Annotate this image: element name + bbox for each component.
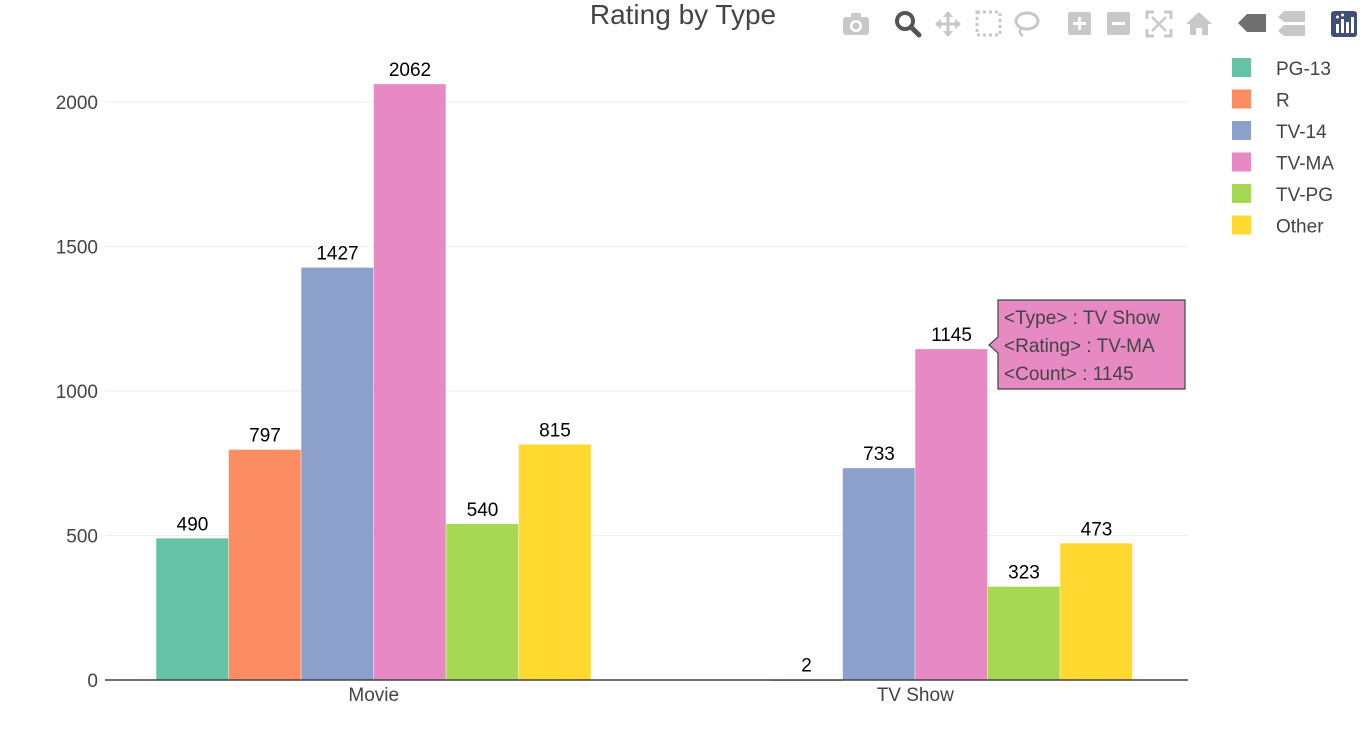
bar[interactable] (987, 586, 1060, 680)
gridlines (105, 101, 1188, 537)
bar-value-label: 797 (249, 426, 281, 447)
axes: 0 500 1000 1500 2000 Movie TV Show (56, 93, 1188, 706)
box-select-icon[interactable] (975, 10, 1002, 37)
legend-swatch[interactable] (1232, 89, 1251, 109)
bar-value-label: 2062 (389, 60, 431, 81)
x-tick-label: TV Show (877, 685, 954, 706)
zoom-in-icon[interactable] (1068, 12, 1091, 35)
legend-label[interactable]: TV-14 (1276, 122, 1327, 143)
bar[interactable] (301, 267, 374, 680)
legend-swatch[interactable] (1232, 215, 1251, 235)
bar-value-label: 473 (1081, 519, 1113, 540)
data-labels: 490 797 2 1427 733 2062 1145 540 323 815 473 (177, 60, 1113, 676)
legend-swatch[interactable] (1232, 184, 1251, 203)
hover-tooltip: <Type> : TV Show <Rating> : TV-MA <Count> … (988, 299, 1186, 390)
bar-value-label: 540 (467, 500, 499, 521)
bars (156, 84, 1133, 681)
reset-axes-icon[interactable] (1186, 12, 1212, 35)
y-tick-label: 1500 (56, 238, 98, 259)
y-tick-label: 0 (87, 671, 98, 692)
y-tick-label: 2000 (56, 93, 98, 114)
legend-swatch[interactable] (1232, 152, 1251, 172)
modebar (843, 10, 1357, 38)
bar-value-label: 490 (177, 514, 209, 535)
zoom-icon[interactable] (895, 11, 922, 38)
tooltip-line: <Count> : 1145 (1004, 364, 1134, 385)
bar-value-label: 1427 (316, 244, 358, 265)
y-tick-label: 500 (66, 527, 98, 548)
hover-closest-icon[interactable] (1238, 14, 1266, 32)
legend-swatch[interactable] (1232, 58, 1251, 77)
legend-label[interactable]: R (1276, 91, 1290, 112)
y-tick-label: 1000 (56, 382, 98, 403)
lasso-select-icon[interactable] (1014, 11, 1040, 38)
tooltip-box (988, 299, 1186, 390)
bar[interactable] (842, 468, 915, 680)
bar-value-label: 1145 (931, 325, 972, 346)
bar-value-label: 815 (539, 420, 571, 441)
bar-value-label: 323 (1008, 563, 1040, 584)
autoscale-icon[interactable] (1145, 10, 1173, 38)
bar[interactable] (446, 523, 519, 680)
legend: PG-13 R TV-14 TV-MA TV-PG Other (1232, 58, 1334, 238)
bar-value-label: 2 (801, 655, 812, 676)
legend-label[interactable]: TV-MA (1276, 154, 1334, 175)
zoom-out-icon[interactable] (1107, 12, 1130, 35)
bar[interactable] (1060, 543, 1133, 680)
pan-icon[interactable] (935, 11, 961, 37)
hover-compare-icon[interactable] (1278, 11, 1305, 36)
plotly-logo-icon[interactable] (1331, 11, 1357, 37)
chart-title: Rating by Type (590, 0, 776, 30)
bar-value-label: 733 (863, 444, 895, 465)
bar[interactable] (228, 449, 301, 680)
bar[interactable] (915, 349, 988, 680)
camera-icon[interactable] (843, 13, 869, 35)
legend-label[interactable]: TV-PG (1276, 185, 1333, 206)
bar[interactable] (373, 84, 446, 681)
legend-label[interactable]: PG-13 (1276, 59, 1331, 80)
legend-label[interactable]: Other (1276, 217, 1324, 238)
bar[interactable] (156, 538, 229, 680)
legend-swatch[interactable] (1232, 121, 1251, 140)
tooltip-line: <Rating> : TV-MA (1004, 336, 1155, 357)
x-tick-label: Movie (348, 685, 399, 706)
bar[interactable] (518, 444, 591, 680)
tooltip-line: <Type> : TV Show (1004, 308, 1160, 329)
